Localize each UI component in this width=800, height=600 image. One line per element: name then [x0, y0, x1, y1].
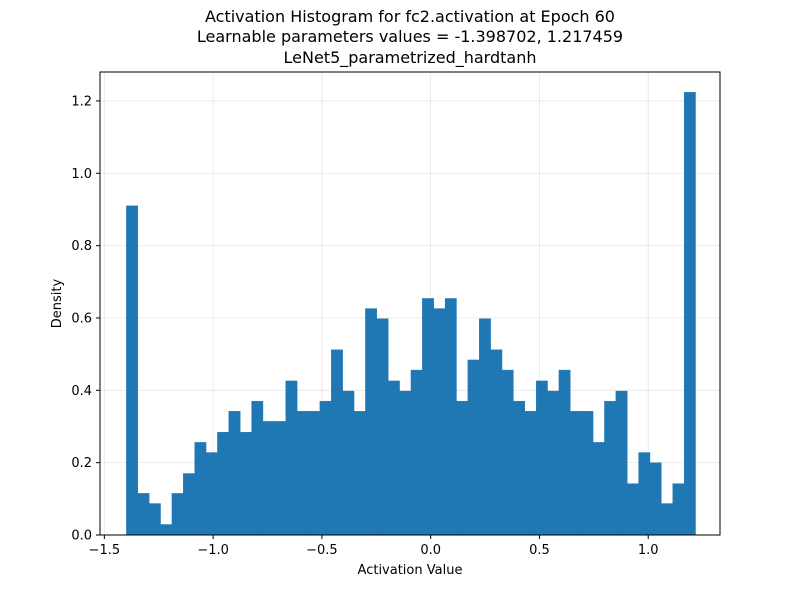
histogram-bar [467, 359, 480, 536]
histogram-bar [126, 205, 138, 536]
histogram-bar [683, 92, 696, 536]
histogram-bar [581, 411, 594, 536]
histogram-bar [627, 483, 639, 536]
y-tick-label: 1.0 [71, 167, 92, 182]
bars-layer [126, 92, 696, 536]
histogram-bar [205, 452, 218, 536]
histogram-bar [410, 369, 423, 536]
histogram-bar [672, 483, 685, 536]
histogram-bar [604, 400, 617, 536]
histogram-bar [501, 369, 514, 536]
histogram-bar [547, 390, 560, 536]
histogram-bar [274, 421, 286, 536]
histogram-bar [308, 411, 321, 536]
x-axis-label: Activation Value [358, 563, 463, 578]
histogram-bar [422, 298, 434, 536]
histogram-bar [228, 411, 241, 536]
histogram-bar [490, 349, 503, 536]
histogram-bar [285, 380, 298, 536]
histogram-bar [376, 318, 389, 536]
histogram-bar [296, 411, 309, 536]
histogram-bar [387, 380, 400, 536]
histogram-bar [365, 308, 378, 536]
y-tick-label: 0.8 [71, 239, 92, 254]
ticks-layer: −1.5 −1.0 −0.5 0.0 0.5 1.0 0.0 0.2 0.4 0.6 0.8 1.0 1… [71, 94, 658, 558]
y-tick-label: 0.2 [71, 456, 92, 471]
histogram-bar [262, 421, 275, 536]
y-tick-label: 0.0 [71, 529, 92, 544]
histogram-bar [592, 442, 605, 536]
histogram-bar [433, 308, 446, 536]
histogram-bar [444, 298, 457, 536]
histogram-bar [661, 503, 673, 536]
x-tick-label: −1.5 [89, 543, 121, 558]
histogram-bar [524, 411, 537, 536]
histogram-bar [319, 400, 332, 536]
histogram-bar [479, 318, 491, 536]
chart-title-line-2: Learnable parameters values = -1.398702,… [197, 27, 623, 46]
histogram-bar [148, 503, 161, 536]
chart-title-line-3: LeNet5_parametrized_hardtanh [284, 48, 537, 68]
histogram-bar [137, 493, 150, 536]
histogram-bar [535, 380, 548, 536]
histogram-bar [171, 493, 184, 536]
y-tick-label: 1.2 [71, 94, 92, 109]
x-tick-label: 1.0 [638, 543, 659, 558]
histogram-bar [240, 432, 252, 536]
x-tick-label: 0.0 [420, 543, 441, 558]
histogram-bar [353, 411, 366, 536]
y-tick-label: 0.4 [71, 384, 92, 399]
histogram-bar [456, 400, 469, 536]
histogram-bar [251, 400, 264, 536]
grid-layer [100, 72, 720, 536]
histogram-bar [183, 473, 195, 536]
plot-frame [99, 71, 721, 536]
histogram-bar [570, 411, 582, 536]
histogram-bar [558, 369, 571, 536]
y-axis-label: Density [50, 278, 65, 328]
histogram-bar [194, 442, 207, 536]
x-tick-label: 0.5 [529, 543, 550, 558]
y-tick-label: 0.6 [71, 311, 92, 326]
histogram-bar [160, 524, 173, 536]
histogram-bar [615, 390, 628, 536]
chart-title-line-1: Activation Histogram for fc2.activation … [205, 7, 615, 26]
histogram-bar [638, 452, 651, 536]
histogram-bar [342, 390, 355, 536]
x-tick-label: −1.0 [197, 543, 229, 558]
histogram-bar [399, 390, 412, 536]
histogram-bar [513, 400, 525, 536]
histogram-bar [331, 349, 343, 536]
x-tick-label: −0.5 [306, 543, 338, 558]
histogram-bar [217, 432, 230, 536]
histogram-bar [649, 462, 662, 536]
